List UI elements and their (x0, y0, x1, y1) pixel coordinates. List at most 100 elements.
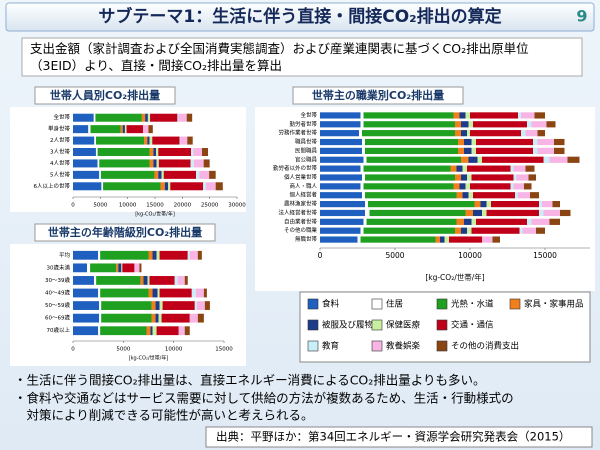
bar-segment (202, 148, 209, 156)
bar-segment (73, 182, 102, 191)
y-tick-label: 民間職員 (295, 146, 318, 154)
bar-segment (461, 121, 469, 128)
bar-segment (455, 121, 461, 128)
bar-segment (152, 250, 157, 260)
y-tick-label: 勤労者以外の世帯 (273, 164, 318, 172)
bar-segment (147, 113, 151, 122)
bar-segment (100, 170, 155, 179)
bar-segment (473, 209, 482, 217)
bar-segment (73, 326, 99, 336)
chart-title-box (34, 223, 216, 242)
page-number: 9 (576, 7, 587, 26)
bar-segment (197, 250, 202, 260)
bar-segment (152, 136, 180, 145)
bar-segment (101, 301, 152, 310)
bar-segment (98, 326, 101, 336)
y-tick-label: 2人世帯 (50, 136, 70, 144)
x-tick-label: 30000 (228, 203, 246, 209)
legend-label: 被服及び履物 (322, 320, 374, 331)
legend-swatch (371, 319, 383, 331)
bar-segment (365, 138, 458, 146)
bar-segment (96, 276, 141, 285)
bar-segment (163, 170, 196, 179)
x-tick-label: 5000 (385, 251, 404, 260)
x-tick-label: 15000 (146, 203, 164, 209)
bar-segment (515, 192, 518, 199)
bar-segment (179, 136, 181, 145)
bar-segment (203, 159, 210, 168)
bar-segment (531, 218, 550, 225)
y-tick-label: 3人世帯 (50, 148, 70, 156)
bar-segment (464, 218, 472, 225)
bar-segment (366, 218, 457, 225)
legend-label: 家具・家事用品 (524, 299, 584, 310)
chart-title: 世帯主の年齢階級別CO₂排出量 (48, 225, 202, 239)
x-tick-label: 10000 (119, 203, 137, 209)
bar-segment (471, 147, 476, 155)
chart-title-box (292, 86, 464, 105)
bar-segment (149, 276, 175, 285)
intro-text: 支出金額（家計調査および全国消費実態調査）および産業連関表に基づくCO₂排出原単… (30, 41, 529, 73)
bar-segment (118, 263, 122, 273)
bar-segment (549, 218, 560, 225)
bar-segment (320, 218, 364, 225)
bar-segment (126, 125, 143, 134)
x-axis-label: [kg-CO₂/世帯/年] (129, 355, 169, 362)
bar-segment (513, 165, 526, 172)
bar-segment (527, 218, 532, 225)
legend-swatch (436, 319, 448, 331)
bar-segment (184, 326, 190, 336)
bar-segment (519, 227, 523, 234)
bar-segment (536, 227, 545, 234)
bar-segment (462, 192, 469, 199)
bar-segment (158, 170, 162, 179)
legend-swatch (371, 298, 383, 310)
bar-segment (177, 113, 179, 122)
bar-segment (178, 113, 187, 122)
bar-segment (362, 192, 365, 199)
bar-segment (363, 165, 451, 172)
x-axis-label: [kg-CO₂/世帯/年] (425, 272, 484, 282)
bar-segment (152, 288, 158, 298)
y-tick-label: 官公職員 (295, 155, 318, 163)
bar-segment (524, 183, 532, 190)
legend-label: 教育 (322, 341, 339, 352)
bar-segment (455, 227, 461, 234)
bar-segment (152, 326, 157, 336)
bar-segment (159, 288, 192, 298)
y-tick-label: 個人経営者 (289, 191, 317, 199)
bar-segment (99, 301, 102, 310)
bar-segment (73, 136, 95, 145)
bar-segment (468, 192, 473, 199)
bar-segment (537, 130, 545, 137)
bar-segment (554, 138, 565, 146)
bar-segment (456, 192, 463, 199)
bar-segment (360, 227, 364, 234)
legend-label: 教養娯楽 (386, 341, 421, 352)
bar-segment (567, 156, 580, 163)
bar-segment (187, 136, 193, 145)
bullet: 対策により削減できる可能性が高いと考えられる。 (14, 408, 314, 423)
bar-segment (320, 156, 364, 163)
bar-segment (468, 156, 478, 163)
bar-segment (73, 159, 98, 168)
y-tick-label: 単身世帯 (48, 125, 71, 133)
bar-segment (100, 326, 147, 336)
legend-swatch (371, 340, 383, 352)
y-tick-label: 4人世帯 (50, 159, 70, 167)
bar-segment (453, 183, 460, 190)
source: 出典：平野ほか：第34回エネルギー・資源学会研究発表会（2015） (216, 430, 570, 444)
bar-segment (465, 112, 470, 119)
bar-segment (158, 148, 192, 156)
x-tick-label: 0 (71, 203, 75, 209)
bar-segment (360, 112, 364, 119)
bar-segment (513, 174, 517, 181)
bar-segment (161, 313, 190, 323)
bar-segment (99, 313, 102, 323)
bar-segment (153, 148, 157, 156)
bar-segment (189, 250, 198, 260)
bar-segment (320, 200, 365, 208)
bar-segment (369, 209, 466, 217)
bar-segment (120, 125, 123, 134)
bar-segment (365, 174, 455, 181)
